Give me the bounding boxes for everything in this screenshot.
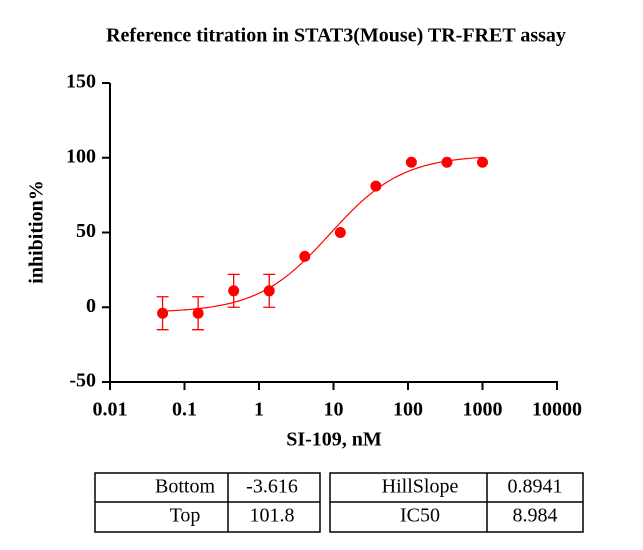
- data-point: [405, 156, 417, 168]
- data-point: [157, 307, 169, 319]
- data-point: [370, 180, 382, 192]
- table-cell: 8.984: [513, 505, 558, 527]
- data-point: [263, 285, 275, 297]
- x-tick-label: 1: [254, 399, 264, 421]
- fit-curve: [162, 156, 483, 312]
- x-tick-label: 10000: [532, 399, 582, 421]
- data-point: [334, 227, 346, 238]
- x-tick-label: 100: [393, 399, 423, 421]
- y-tick-label: 50: [76, 220, 96, 242]
- data-point: [299, 250, 311, 262]
- table-cell: Top: [170, 505, 201, 527]
- data-point: [441, 156, 453, 168]
- chart-title: Reference titration in STAT3(Mouse) TR-F…: [106, 25, 566, 47]
- table-cell: Bottom: [155, 476, 215, 498]
- y-axis-label: inhibition%: [26, 180, 48, 283]
- x-tick-label: 10: [324, 399, 344, 421]
- y-tick-label: 150: [66, 71, 96, 93]
- y-tick-label: 0: [86, 295, 96, 317]
- y-tick-label: -50: [69, 370, 96, 392]
- table-cell: 0.8941: [508, 476, 563, 498]
- data-point: [477, 156, 488, 168]
- table-cell: HillSlope: [382, 476, 459, 498]
- table-cell: 101.8: [250, 505, 295, 527]
- x-tick-label: 0.1: [172, 399, 197, 421]
- x-tick-label: 0.01: [93, 399, 128, 421]
- x-axis-label: SI-109, nM: [286, 429, 382, 451]
- table-cell: -3.616: [246, 476, 298, 498]
- x-tick-label: 1000: [463, 399, 503, 421]
- data-point: [228, 285, 240, 297]
- y-tick-label: 100: [66, 145, 96, 167]
- table-cell: IC50: [400, 505, 440, 527]
- data-point: [192, 307, 204, 319]
